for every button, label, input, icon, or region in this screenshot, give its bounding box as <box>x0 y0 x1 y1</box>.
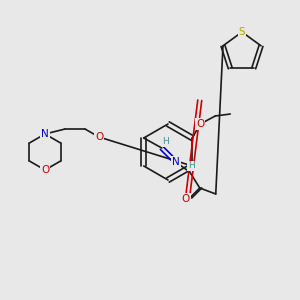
Text: O: O <box>95 132 103 142</box>
Text: H: H <box>162 137 169 146</box>
Text: S: S <box>239 27 245 37</box>
Text: N: N <box>172 157 180 167</box>
Text: O: O <box>182 194 190 204</box>
Text: O: O <box>41 165 49 175</box>
Text: N: N <box>41 129 49 139</box>
Text: O: O <box>196 119 204 129</box>
Text: H: H <box>188 161 195 170</box>
